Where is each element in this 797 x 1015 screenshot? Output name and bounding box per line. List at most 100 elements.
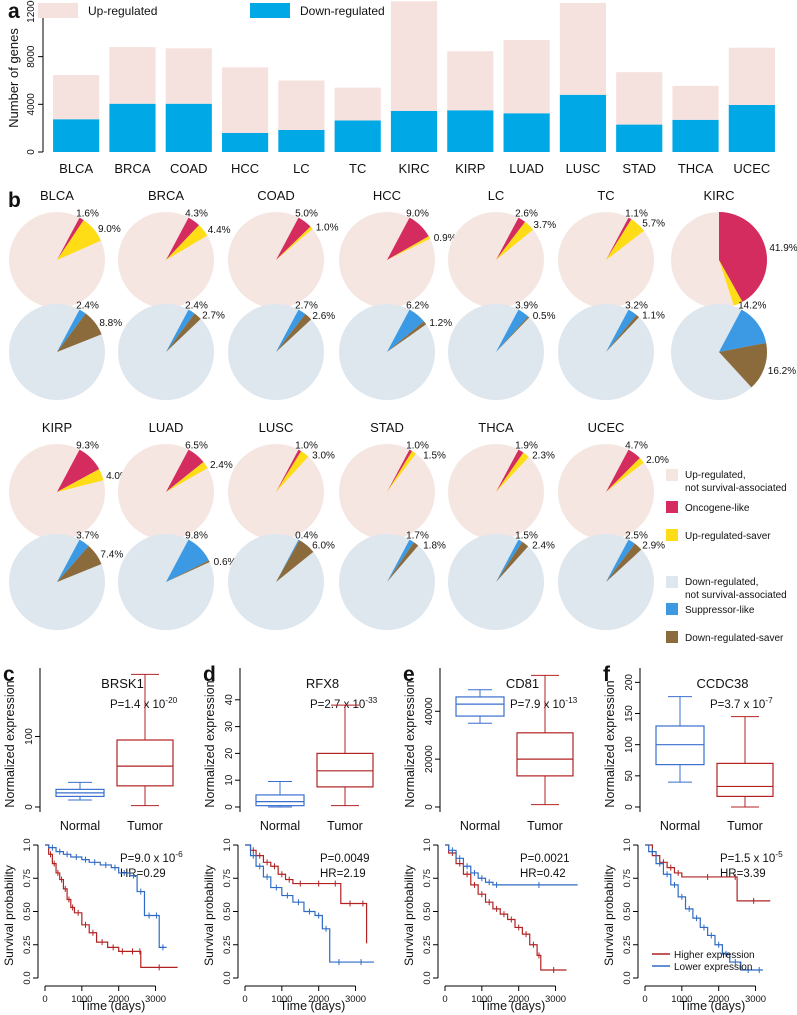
km-y-tick-label: 0.75 (622, 869, 633, 888)
pie-brca-down-label-2: 2.7% (202, 311, 225, 322)
bar-coad-up (165, 48, 212, 104)
pie-kirc-down-label-1: 14.2% (738, 301, 766, 312)
pie-luad-up-slice-1 (166, 449, 204, 492)
box-y-tick-label: 100 (624, 736, 635, 753)
km-hazard-ratio: HR=0.42 (520, 868, 566, 880)
pie-title-brca: BRCA (148, 188, 184, 203)
pie-tc-down-label-2: 1.1% (642, 311, 665, 322)
pie-brca-down-slice-1 (166, 309, 195, 352)
pie-title-tc: TC (597, 188, 614, 203)
bar-x-tick-label: THCA (678, 161, 714, 176)
pie-brca-up-label-2: 4.4% (208, 225, 231, 236)
bar-x-tick-label: COAD (170, 161, 208, 176)
box-x-tick-label: Tumor (127, 819, 163, 833)
box-x-tick-label: Normal (60, 819, 100, 833)
pie-lc-down-slice-1 (496, 309, 529, 352)
pie-thca-up-slice-1 (496, 449, 524, 492)
km-y-tick-label: 0.50 (622, 902, 633, 921)
pie-kirc-down-label-2: 16.2% (768, 366, 796, 377)
bar-x-tick-label: LC (293, 161, 310, 176)
pie-legend-swatch (666, 469, 678, 481)
box-normal-box (455, 696, 505, 717)
pie-legend-label: Oncogene-like (685, 503, 750, 514)
pie-thca-down-label-1: 1.5% (515, 531, 538, 542)
pie-kirp-down-label-1: 3.7% (76, 531, 99, 542)
pie-blca-down-slice-2 (57, 313, 102, 352)
pie-kirc-up-slice-2 (719, 260, 743, 306)
pie-brca-up-label-1: 4.3% (185, 209, 208, 220)
bar-x-tick-label: LUSC (566, 161, 601, 176)
pie-coad-up-label-1: 5.0% (295, 209, 318, 220)
bar-y-tick-label: 8000 (26, 45, 37, 68)
bar-x-tick-label: KIRC (398, 161, 429, 176)
km-y-tick-label: 0.0 (622, 971, 633, 984)
bar-ucec-up (728, 47, 775, 105)
km-x-tick-label: 0 (242, 994, 247, 1005)
box-x-tick-label: Tumor (727, 819, 763, 833)
pie-stad-up-slice-2 (387, 451, 416, 492)
pie-thca-down-slice-1 (496, 539, 523, 582)
box-y-axis-title: Normalized expression (3, 680, 17, 807)
km-y-tick-label: 1.0 (422, 838, 433, 851)
pie-lusc-down-slice-2 (276, 540, 314, 582)
pie-coad-down-label-1: 2.7% (295, 301, 318, 312)
pie-lusc-up-label-1: 1.0% (295, 441, 318, 452)
pie-lc-down-label-1: 3.9% (515, 301, 538, 312)
pie-title-lc: LC (488, 188, 505, 203)
box-y-tick-label: 30 (224, 721, 235, 733)
pie-kirc-down-slice-2 (719, 342, 768, 388)
box-tumor-box (716, 762, 774, 798)
pie-luad-up-slice-2 (166, 462, 208, 492)
km-y-tick-label: 0.25 (422, 936, 433, 955)
panel-label-d: d (203, 663, 216, 686)
km-hazard-ratio: HR=3.39 (720, 868, 766, 880)
pie-kirp-down-slice-1 (57, 539, 89, 582)
pie-ucec-down-label-2: 2.9% (642, 541, 665, 552)
pie-legend-label: Down-regulated, (685, 577, 758, 588)
pie-legend-label: Suppressor-like (685, 605, 755, 616)
km-y-tick-label: 0.25 (222, 936, 233, 955)
km-y-tick-label: 0.50 (22, 902, 33, 921)
panel-label-c: c (3, 663, 15, 686)
pie-lc-up-slice-2 (496, 221, 534, 260)
bar-stad-up (616, 72, 663, 125)
pie-stad-down-label-1: 1.7% (406, 531, 429, 542)
bar-y-tick-label: 0 (26, 149, 37, 155)
legend-label: Down-regulated (300, 4, 385, 18)
pie-lusc-down-slice-1 (276, 539, 300, 582)
km-curve-higher (645, 844, 771, 902)
legend-swatch-up-regulated (38, 3, 78, 18)
pie-lusc-up-slice-1 (276, 449, 302, 492)
km-y-tick-label: 0.0 (22, 971, 33, 984)
pie-hcc-up-label-2: 0.9% (434, 233, 457, 244)
pie-kirp-down-slice-2 (57, 545, 102, 582)
pie-legend-label: not survival-associated (685, 483, 787, 494)
pie-hcc-down-label-2: 1.2% (429, 318, 452, 329)
pie-legend-swatch (666, 576, 678, 588)
box-gene-title: BRSK1 (101, 676, 144, 691)
box-y-axis-title: Normalized expression (603, 680, 617, 807)
bar-thca-up (672, 85, 719, 120)
pie-brca-down-label-1: 2.4% (185, 301, 208, 312)
pie-brca-up-slice-1 (166, 217, 200, 260)
pie-title-lusc: LUSC (259, 420, 294, 435)
box-x-tick-label: Normal (660, 819, 700, 833)
pie-legend-swatch (666, 501, 678, 513)
pie-title-kirc: KIRC (703, 188, 734, 203)
bar-thca-down (672, 119, 719, 152)
bar-lusc-down (559, 94, 607, 152)
km-hazard-ratio: HR=0.29 (120, 868, 166, 880)
pie-hcc-down-slice-2 (387, 321, 427, 352)
pie-hcc-down-label-1: 6.2% (406, 301, 429, 312)
km-y-tick-label: 1.0 (622, 838, 633, 851)
bar-x-tick-label: LUAD (509, 161, 544, 176)
bar-lc-up (278, 80, 325, 130)
pie-legend-label: Down-regulated-saver (685, 633, 784, 644)
km-y-axis-title: Survival probability (602, 865, 616, 966)
km-pvalue: P=0.0021 (520, 853, 570, 865)
pie-stad-down-slice-1 (387, 539, 414, 582)
pie-blca-up-slice-1 (57, 217, 84, 260)
box-y-tick-label: 100 (24, 728, 35, 745)
pie-legend-swatch (666, 603, 678, 615)
